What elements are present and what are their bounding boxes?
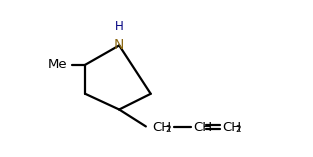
- Text: 2: 2: [236, 125, 241, 134]
- Text: CH: CH: [152, 121, 171, 134]
- Text: H: H: [115, 20, 124, 33]
- Text: 2: 2: [165, 125, 171, 134]
- Text: Me: Me: [48, 58, 67, 71]
- Text: N: N: [114, 38, 124, 52]
- Text: CH: CH: [222, 121, 241, 134]
- Text: CH: CH: [193, 121, 212, 134]
